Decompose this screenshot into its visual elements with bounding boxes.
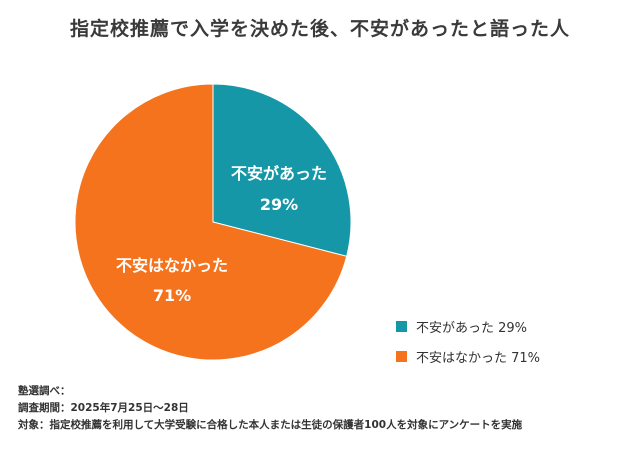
footer-source: 塾選調べ： <box>18 385 71 397</box>
slice-anxious-label: 不安があった <box>231 164 327 183</box>
legend-swatch-anxious <box>396 320 407 332</box>
legend-item-anxious: 不安があった 29% <box>396 317 540 336</box>
legend-swatch-not-anxious <box>396 350 407 362</box>
slice-not-anxious-label: 不安はなかった <box>116 256 228 275</box>
footer-period: 調査期間：2025年7月25日〜28日 <box>18 402 189 414</box>
legend-label-anxious: 不安があった 29% <box>416 320 528 336</box>
legend-item-not-anxious: 不安はなかった 71% <box>396 347 541 366</box>
slice-anxious <box>212 83 352 257</box>
slice-anxious-value-label: 29% <box>260 195 298 214</box>
slice-not-anxious <box>74 83 348 361</box>
footer-target: 対象：指定校推薦を利用して大学受験に合格した本人または生徒の保護者100人を対象… <box>18 419 523 431</box>
legend: 不安があった 29% 不安はなかった 71% <box>396 317 540 377</box>
chart-title: 指定校推薦で入学を決めた後、不安があったと語った人 <box>69 18 570 40</box>
footer-notes: 塾選調べ： 調査期間：2025年7月25日〜28日 対象：指定校推薦を利用して大… <box>18 383 522 434</box>
legend-label-not-anxious: 不安はなかった 71% <box>416 350 541 366</box>
slice-not-anxious-value-label: 71% <box>153 286 191 305</box>
